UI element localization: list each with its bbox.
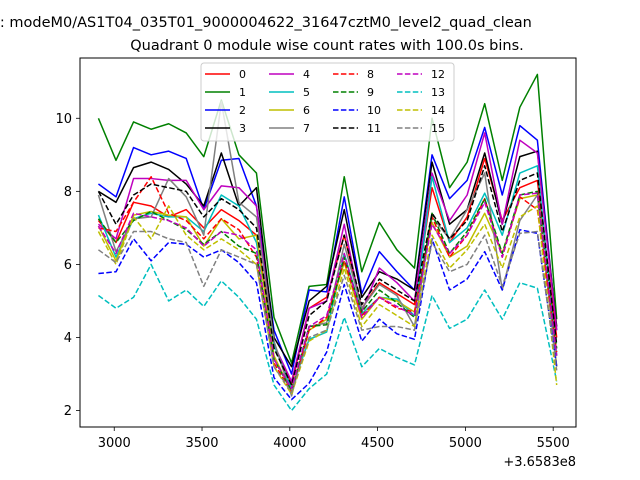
series-line-11 <box>97 165 558 386</box>
axes-frame <box>79 57 577 428</box>
y-tick-label: 8 <box>64 185 72 200</box>
series-line-15 <box>97 230 558 394</box>
legend-label-4: 4 <box>303 68 310 81</box>
legend-label-0: 0 <box>239 68 246 81</box>
series-line-14 <box>97 205 558 395</box>
x-axis-offset-label: +3.6583e8 <box>503 455 576 470</box>
series-line-2 <box>97 124 558 375</box>
series-line-5 <box>97 165 558 390</box>
y-tick-label: 10 <box>55 112 72 127</box>
legend-label-5: 5 <box>303 86 310 99</box>
legend-label-15: 15 <box>431 122 445 135</box>
x-tick-label: 5500 <box>537 436 570 451</box>
figure-suptitle: n file: modeM0/AS1T04_035T01_9000004622_… <box>0 15 532 31</box>
legend-label-6: 6 <box>303 104 310 117</box>
x-tick-label: 5000 <box>449 436 482 451</box>
x-tick-label: 3000 <box>98 436 131 451</box>
chart-title: Quadrant 0 module wise count rates with … <box>130 38 524 54</box>
legend-label-14: 14 <box>431 104 445 117</box>
legend-label-8: 8 <box>367 68 374 81</box>
legend-label-12: 12 <box>431 68 445 81</box>
x-tick-label: 4000 <box>273 436 306 451</box>
series-line-3 <box>98 150 558 368</box>
y-tick-label: 6 <box>64 258 72 273</box>
legend-label-3: 3 <box>239 122 246 135</box>
series-line-12 <box>97 192 558 390</box>
legend-label-9: 9 <box>367 86 374 99</box>
legend-label-1: 1 <box>239 86 246 99</box>
legend-box <box>200 62 455 142</box>
x-tick-label: 4500 <box>361 436 394 451</box>
legend-label-7: 7 <box>303 122 310 135</box>
y-tick-label: 2 <box>64 404 72 419</box>
plot-area <box>97 73 558 412</box>
y-tick-label: 4 <box>64 331 72 346</box>
axis-ticks: 3000 3500 4000 4500 5000 5500 2 4 6 8 10 <box>55 112 569 451</box>
series-line-8 <box>98 175 558 394</box>
legend-label-13: 13 <box>431 86 445 99</box>
series-line-0 <box>97 157 558 386</box>
series-line-13 <box>97 263 558 412</box>
legend-label-10: 10 <box>367 104 381 117</box>
legend-label-2: 2 <box>239 104 246 117</box>
series-line-10 <box>98 228 558 401</box>
legend-label-11: 11 <box>367 122 381 135</box>
x-tick-label: 3500 <box>185 436 218 451</box>
